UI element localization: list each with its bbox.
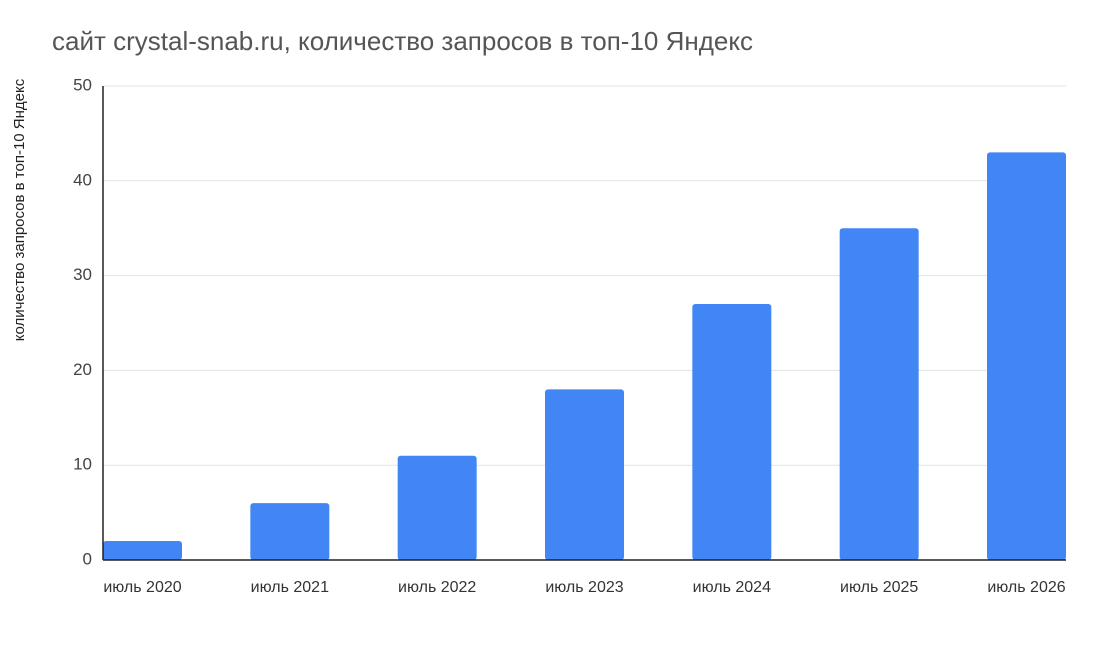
x-tick-label: июль 2024 [693,579,771,596]
chart-title: сайт crystal-snab.ru, количество запросо… [52,26,753,56]
y-tick-label: 40 [73,170,92,189]
bar [692,304,772,560]
x-tick-label: июль 2021 [251,579,329,596]
x-tick-label: июль 2026 [987,579,1065,596]
y-tick-label: 0 [83,549,92,568]
bar [103,541,182,560]
x-tick-label: июль 2022 [398,579,476,596]
y-axis-label: количество запросов в топ-10 Яндекс [11,78,28,341]
y-tick-label: 30 [73,265,92,284]
bar [545,389,624,560]
x-tick-label: июль 2025 [840,579,918,596]
y-tick-label: 50 [73,75,92,94]
y-tick-label: 10 [73,455,92,474]
bar [250,503,330,560]
x-tick-label: июль 2020 [103,579,181,596]
x-tick-label: июль 2023 [545,579,623,596]
bar [397,455,477,560]
y-tick-label: 20 [73,360,92,379]
bar [839,228,919,560]
bar [987,152,1066,561]
